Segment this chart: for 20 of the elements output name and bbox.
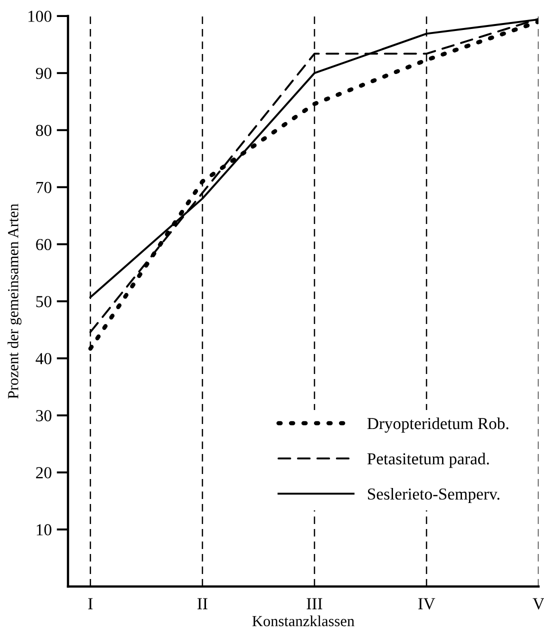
y-tick-label: 40: [36, 353, 52, 364]
x-axis-title: Konstanzklassen: [252, 616, 354, 626]
y-tick-label: 60: [36, 238, 52, 250]
x-tick-label: I: [88, 598, 93, 610]
x-tick-label: II: [198, 598, 208, 610]
y-axis-title: Prozent der gemeinsamen Arten: [8, 204, 22, 399]
legend-label: Dryopteridetum Rob.: [367, 417, 508, 433]
x-tick-label: IV: [418, 598, 436, 610]
y-tick-label: 20: [36, 467, 52, 478]
x-tick-label: III: [306, 598, 322, 610]
legend-label: Petasitetum parad.: [367, 452, 489, 468]
y-tick-label: 70: [36, 182, 52, 194]
y-tick-label: 100: [28, 10, 52, 22]
x-tick-label: V: [532, 598, 544, 610]
y-tick-label: 10: [36, 524, 52, 536]
y-tick-label: 90: [36, 68, 52, 80]
y-tick-label: 80: [36, 124, 52, 136]
y-tick-label: 50: [36, 296, 52, 308]
y-tick-label: 30: [36, 410, 52, 422]
legend-label: Seslerieto-Semperv.: [368, 488, 500, 504]
